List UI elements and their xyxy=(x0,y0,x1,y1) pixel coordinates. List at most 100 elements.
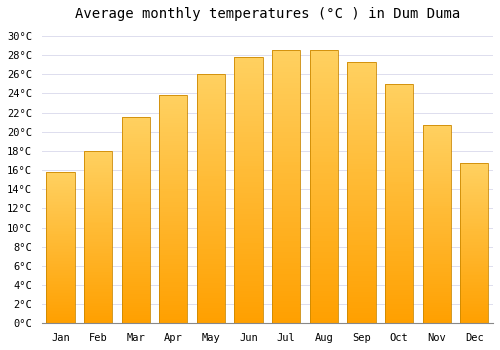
Bar xyxy=(159,228,188,230)
Bar xyxy=(46,234,74,236)
Bar xyxy=(197,184,225,186)
Bar xyxy=(422,131,450,133)
Bar xyxy=(460,192,488,194)
Bar xyxy=(460,299,488,301)
Bar xyxy=(460,304,488,306)
Bar xyxy=(234,251,262,254)
Bar xyxy=(159,285,188,287)
Bar xyxy=(310,135,338,138)
Bar xyxy=(272,285,300,288)
Bar xyxy=(46,236,74,237)
Bar xyxy=(460,171,488,173)
Bar xyxy=(46,239,74,240)
Bar xyxy=(234,195,262,198)
Bar xyxy=(310,239,338,241)
Bar xyxy=(46,195,74,196)
Bar xyxy=(385,247,413,249)
Bar xyxy=(385,220,413,223)
Bar xyxy=(122,130,150,132)
Bar xyxy=(234,158,262,161)
Bar xyxy=(84,186,112,187)
Bar xyxy=(385,165,413,168)
Bar xyxy=(84,298,112,299)
Bar xyxy=(197,89,225,92)
Bar xyxy=(422,282,450,284)
Bar xyxy=(348,201,376,203)
Bar xyxy=(310,304,338,307)
Bar xyxy=(234,94,262,97)
Bar xyxy=(84,230,112,232)
Bar xyxy=(460,253,488,254)
Bar xyxy=(272,124,300,127)
Bar xyxy=(84,277,112,279)
Bar xyxy=(460,163,488,323)
Bar xyxy=(122,124,150,126)
Bar xyxy=(422,280,450,282)
Bar xyxy=(385,273,413,275)
Bar xyxy=(46,196,74,198)
Bar xyxy=(460,317,488,318)
Bar xyxy=(272,94,300,97)
Bar xyxy=(84,306,112,308)
Bar xyxy=(422,170,450,173)
Bar xyxy=(310,282,338,285)
Bar xyxy=(310,157,338,160)
Bar xyxy=(197,124,225,126)
Bar xyxy=(234,155,262,158)
Bar xyxy=(122,261,150,264)
Bar xyxy=(84,168,112,170)
Bar xyxy=(122,167,150,169)
Bar xyxy=(272,211,300,214)
Bar xyxy=(84,227,112,229)
Bar xyxy=(122,253,150,256)
Bar xyxy=(46,230,74,231)
Bar xyxy=(310,241,338,244)
Bar xyxy=(197,181,225,184)
Bar xyxy=(348,117,376,119)
Bar xyxy=(159,321,188,323)
Bar xyxy=(310,50,338,53)
Bar xyxy=(310,72,338,75)
Bar xyxy=(348,62,376,323)
Bar xyxy=(385,199,413,201)
Bar xyxy=(122,245,150,247)
Bar xyxy=(234,284,262,286)
Bar xyxy=(46,311,74,313)
Bar xyxy=(84,239,112,240)
Bar xyxy=(122,303,150,305)
Bar xyxy=(84,261,112,263)
Bar xyxy=(310,75,338,78)
Bar xyxy=(310,160,338,162)
Bar xyxy=(159,305,188,307)
Bar xyxy=(348,234,376,237)
Bar xyxy=(159,120,188,122)
Bar xyxy=(348,101,376,104)
Bar xyxy=(84,204,112,206)
Bar xyxy=(234,243,262,246)
Bar xyxy=(234,259,262,262)
Bar xyxy=(46,320,74,322)
Bar xyxy=(460,309,488,310)
Bar xyxy=(460,232,488,234)
Bar xyxy=(84,294,112,296)
Bar xyxy=(46,174,74,175)
Bar xyxy=(122,159,150,161)
Bar xyxy=(348,83,376,85)
Bar xyxy=(385,180,413,182)
Bar xyxy=(272,236,300,239)
Bar xyxy=(422,204,450,206)
Bar xyxy=(310,299,338,301)
Bar xyxy=(348,214,376,216)
Bar xyxy=(46,187,74,189)
Bar xyxy=(385,91,413,93)
Bar xyxy=(197,84,225,87)
Bar xyxy=(348,106,376,109)
Bar xyxy=(460,272,488,274)
Bar xyxy=(234,265,262,267)
Bar xyxy=(348,85,376,88)
Bar xyxy=(460,259,488,261)
Bar xyxy=(385,136,413,139)
Bar xyxy=(122,191,150,194)
Bar xyxy=(46,220,74,222)
Bar xyxy=(348,93,376,96)
